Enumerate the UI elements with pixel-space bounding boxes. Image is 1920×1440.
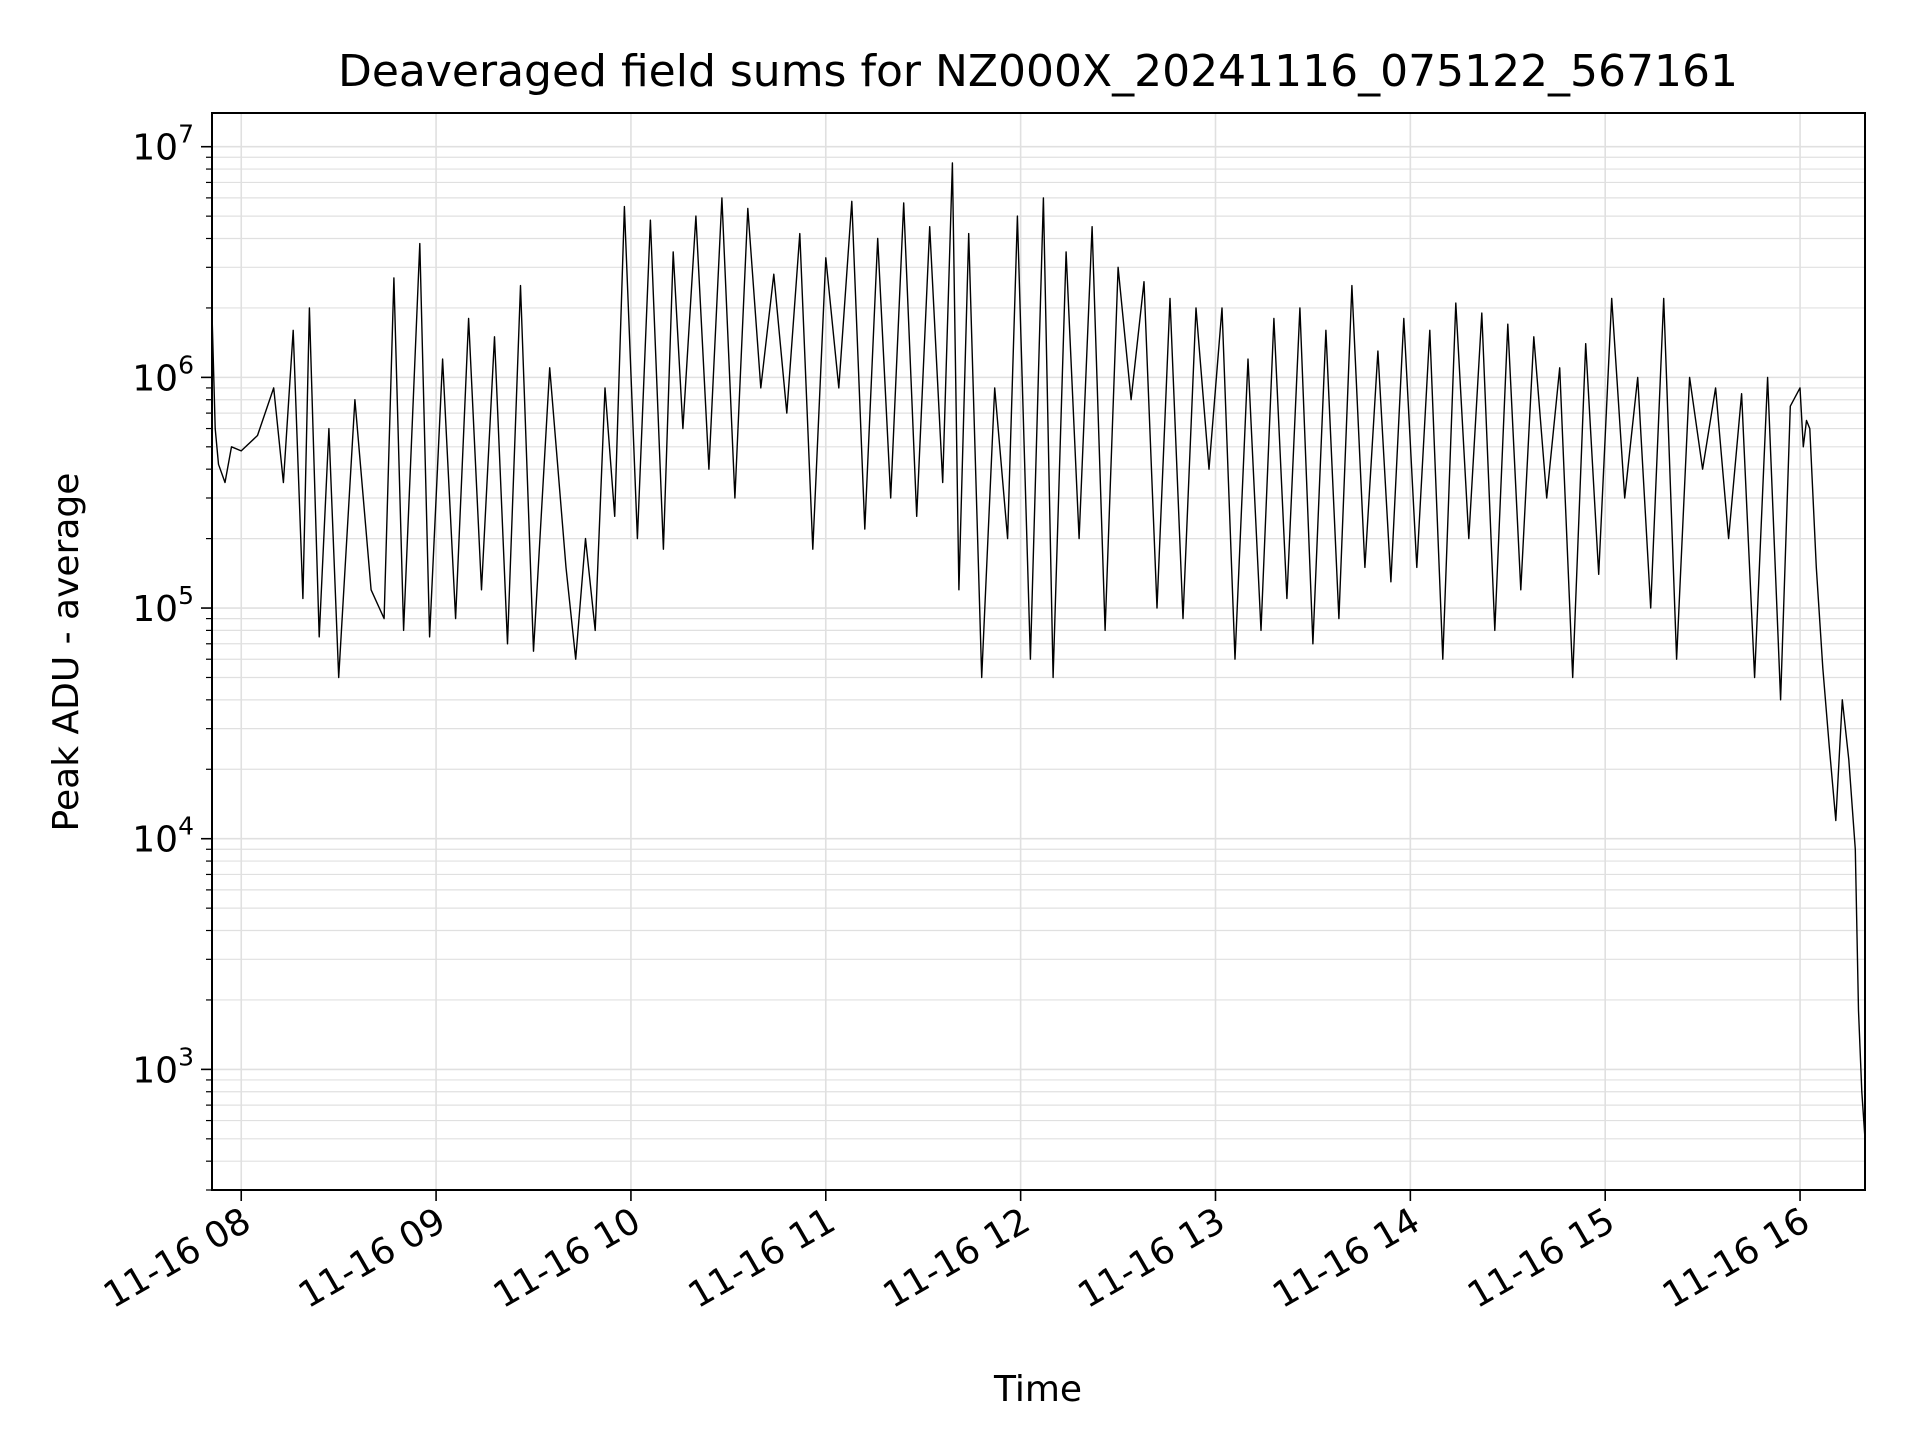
- chart-title: Deaveraged field sums for NZ000X_2024111…: [338, 46, 1738, 97]
- y-tick-label: 103: [132, 1042, 194, 1091]
- x-axis-label: Time: [993, 1369, 1082, 1410]
- y-tick-label: 106: [132, 350, 194, 399]
- y-axis-ticks: 103 104 105 106 107: [132, 120, 212, 1191]
- y-tick-label: 107: [132, 120, 194, 169]
- minor-gridlines: [212, 156, 1865, 1191]
- y-tick-label: 104: [132, 812, 194, 861]
- y-tick-label: 105: [132, 581, 194, 630]
- series-line: [211, 162, 1866, 1139]
- plot-frame: [211, 112, 1866, 1191]
- major-gridlines: [212, 113, 1865, 1190]
- y-axis-label: Peak ADU - average: [46, 473, 87, 832]
